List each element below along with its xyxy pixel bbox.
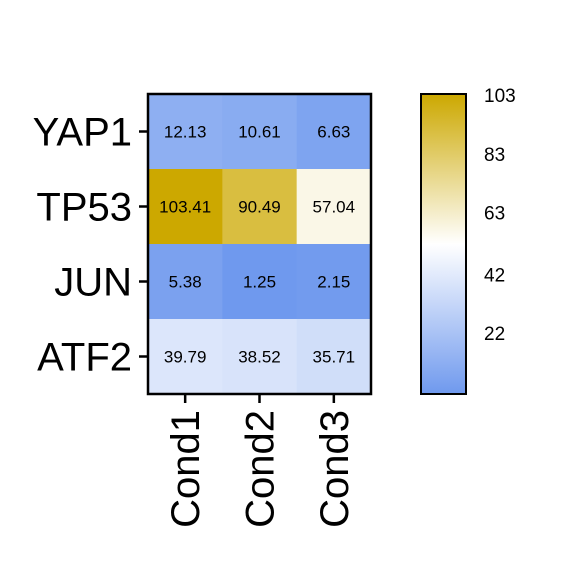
heatmap-cell <box>296 94 372 170</box>
colorbar-tick-label: 83 <box>484 145 505 166</box>
y-tick-label: YAP1 <box>33 111 132 155</box>
cell-value-label: 1.25 <box>243 273 276 292</box>
heatmap-cell <box>148 169 223 245</box>
cell-value-label: 35.71 <box>313 348 356 367</box>
heatmap-cell <box>222 169 298 245</box>
heatmap-cell <box>148 94 223 170</box>
colorbar-gradient <box>420 93 467 395</box>
cell-value-label: 90.49 <box>238 198 281 217</box>
colorbar-tick-label: 103 <box>484 86 516 107</box>
cell-value-label: 10.61 <box>238 123 281 142</box>
colorbar-ticks: 103 83 63 42 22 <box>484 86 516 345</box>
heatmap-cell <box>222 244 298 320</box>
cell-value-label: 2.15 <box>317 273 350 292</box>
heatmap-cell <box>222 94 298 170</box>
cell-value-label: 12.13 <box>164 123 207 142</box>
cell-value-label: 39.79 <box>164 348 207 367</box>
colorbar: 103 83 63 42 22 <box>420 86 516 395</box>
heatmap-cell <box>148 319 223 395</box>
colorbar-tick-label: 22 <box>484 324 505 345</box>
colorbar-tick-label: 63 <box>484 204 505 225</box>
heatmap-cell <box>296 244 372 320</box>
cell-value-label: 6.63 <box>317 123 350 142</box>
x-tick-label: Cond2 <box>239 410 283 528</box>
y-axis: YAP1 TP53 JUN ATF2 <box>33 111 148 380</box>
x-tick-label: Cond3 <box>313 410 357 528</box>
heatmap-cell <box>148 244 223 320</box>
heatmap-cell <box>296 169 372 245</box>
cell-value-label: 103.41 <box>159 198 211 217</box>
colorbar-tick-label: 42 <box>484 265 505 286</box>
cell-value-label: 38.52 <box>238 348 281 367</box>
heatmap-cells <box>148 94 372 395</box>
heatmap-cell <box>222 319 298 395</box>
y-tick-label: ATF2 <box>37 336 132 380</box>
y-tick-label: TP53 <box>36 186 132 230</box>
y-tick-label: JUN <box>54 261 132 305</box>
cell-value-label: 5.38 <box>169 273 202 292</box>
x-axis: Cond1 Cond2 Cond3 <box>164 394 357 528</box>
heatmap-cell-labels: 12.13 10.61 6.63 103.41 90.49 57.04 5.38 1.25 2.… <box>159 123 355 367</box>
heatmap-cell <box>296 319 372 395</box>
cell-value-label: 57.04 <box>313 198 356 217</box>
x-tick-label: Cond1 <box>164 410 208 528</box>
